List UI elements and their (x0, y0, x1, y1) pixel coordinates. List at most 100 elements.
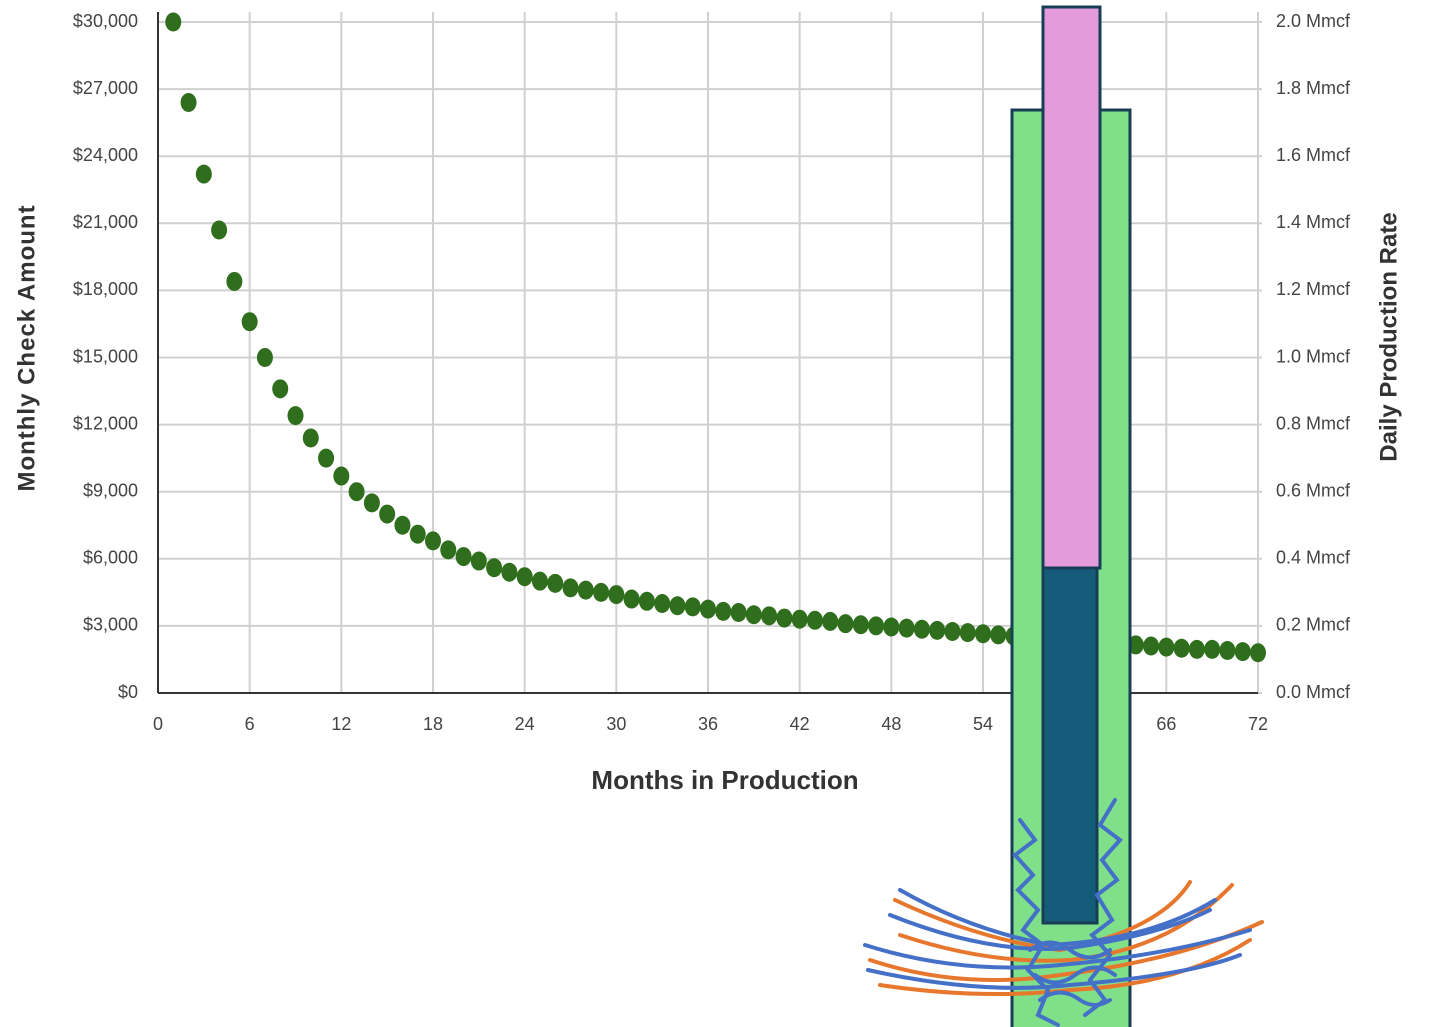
y-tick-label: $18,000 (73, 279, 138, 299)
data-point (226, 272, 242, 291)
y2-tick-label: 1.2 Mmcf (1276, 279, 1351, 299)
data-point (318, 449, 334, 468)
x-tick-label: 36 (698, 714, 718, 734)
data-point (1250, 643, 1266, 662)
data-point (761, 606, 777, 625)
data-point (532, 572, 548, 591)
x-tick-label: 48 (881, 714, 901, 734)
x-tick-label: 54 (973, 714, 993, 734)
data-point (990, 625, 1006, 644)
data-point (242, 312, 258, 331)
data-point (715, 602, 731, 621)
x-tick-label: 72 (1248, 714, 1268, 734)
data-point (975, 624, 991, 643)
y2-tick-label: 2.0 Mmcf (1276, 11, 1351, 31)
x-tick-label: 0 (153, 714, 163, 734)
data-point (654, 594, 670, 613)
data-point (685, 597, 701, 616)
y2-tick-label: 0.8 Mmcf (1276, 413, 1351, 433)
data-point (960, 623, 976, 642)
y-tick-label: $21,000 (73, 212, 138, 232)
data-point (838, 614, 854, 633)
data-point (333, 467, 349, 486)
data-point (563, 578, 579, 597)
data-point (593, 583, 609, 602)
y2-tick-label: 1.8 Mmcf (1276, 78, 1351, 98)
data-point (471, 552, 487, 571)
data-point (669, 596, 685, 615)
y-axis-title: Monthly Check Amount (13, 204, 40, 491)
data-point (700, 600, 716, 619)
data-point (624, 590, 640, 609)
data-point (944, 622, 960, 641)
data-point (517, 567, 533, 586)
data-point (746, 605, 762, 624)
y-tick-label: $24,000 (73, 145, 138, 165)
data-point (1189, 640, 1205, 659)
y2-tick-label: 1.6 Mmcf (1276, 145, 1351, 165)
data-point (883, 618, 899, 637)
x-tick-label: 30 (606, 714, 626, 734)
y-tick-label: $0 (118, 682, 138, 702)
y2-tick-label: 1.0 Mmcf (1276, 346, 1351, 366)
data-point (257, 348, 273, 367)
data-point (196, 165, 212, 184)
y-tick-label: $9,000 (83, 480, 138, 500)
x-tick-label: 6 (245, 714, 255, 734)
x-tick-label: 24 (515, 714, 535, 734)
data-point (639, 592, 655, 611)
data-point (853, 615, 869, 634)
data-point (303, 429, 319, 448)
x-tick-label: 18 (423, 714, 443, 734)
data-point (914, 620, 930, 639)
data-point (868, 616, 884, 635)
data-point (1143, 637, 1159, 656)
data-point (486, 558, 502, 577)
x-tick-label: 12 (331, 714, 351, 734)
y-tick-label: $30,000 (73, 11, 138, 31)
data-point (1158, 638, 1174, 657)
data-point (731, 603, 747, 622)
data-point (456, 547, 472, 566)
data-point (1235, 642, 1251, 661)
y2-tick-label: 1.4 Mmcf (1276, 212, 1351, 232)
data-point (1174, 639, 1190, 658)
data-point (410, 525, 426, 544)
data-point (899, 619, 915, 638)
well-illustration (865, 7, 1262, 1027)
data-point (379, 505, 395, 524)
data-point (211, 221, 227, 240)
y-tick-label: $15,000 (73, 346, 138, 366)
data-point (807, 611, 823, 630)
data-point (165, 13, 181, 32)
data-point (1219, 641, 1235, 660)
data-point (272, 379, 288, 398)
well-lower (1043, 568, 1097, 923)
x-tick-label: 42 (790, 714, 810, 734)
y2-tick-label: 0.2 Mmcf (1276, 615, 1351, 635)
data-point (792, 610, 808, 629)
y-tick-label: $3,000 (83, 615, 138, 635)
y-tick-label: $6,000 (83, 548, 138, 568)
x-axis-title: Months in Production (591, 765, 858, 795)
chart: $0 $3,000 $6,000 $9,000 $12,000 $15,000 $18,00… (0, 0, 1430, 1027)
data-point (776, 609, 792, 628)
data-point (929, 621, 945, 640)
data-point (349, 482, 365, 501)
y2-tick-label: 0.4 Mmcf (1276, 548, 1351, 568)
data-point (1204, 640, 1220, 659)
data-point (501, 563, 517, 582)
y2-tick-label: 0.0 Mmcf (1276, 682, 1351, 702)
data-point (364, 493, 380, 512)
x-tick-label: 66 (1156, 714, 1176, 734)
y2-axis-title: Daily Production Rate (1375, 212, 1402, 461)
data-point (288, 406, 304, 425)
data-point (181, 93, 197, 112)
well-upper (1043, 7, 1100, 568)
data-point (440, 540, 456, 559)
y-tick-label: $12,000 (73, 413, 138, 433)
y-tick-label: $27,000 (73, 78, 138, 98)
data-point (394, 516, 410, 535)
data-point (425, 531, 441, 550)
data-point (547, 574, 563, 593)
